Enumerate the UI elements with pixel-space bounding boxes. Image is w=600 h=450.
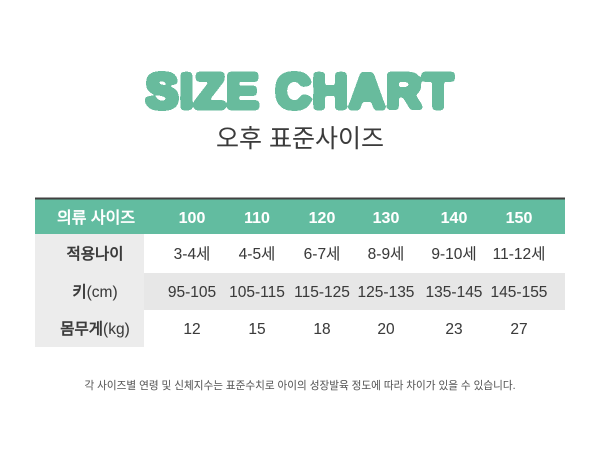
svg-text:9-10세: 9-10세	[431, 245, 476, 263]
svg-text:23: 23	[445, 321, 462, 338]
svg-text:100: 100	[179, 210, 206, 227]
svg-text:135-145: 135-145	[426, 284, 483, 301]
svg-text:120: 120	[309, 210, 336, 227]
svg-text:오후 표준사이즈: 오후 표준사이즈	[216, 125, 384, 153]
svg-text:몸무게(kg): 몸무게(kg)	[60, 319, 129, 338]
svg-text:150: 150	[506, 210, 533, 227]
svg-text:키(cm): 키(cm)	[72, 283, 117, 301]
svg-text:125-135: 125-135	[358, 284, 415, 301]
svg-text:의류 사이즈: 의류 사이즈	[57, 209, 135, 227]
svg-text:12: 12	[183, 321, 200, 338]
svg-text:110: 110	[244, 210, 270, 227]
svg-text:27: 27	[510, 321, 527, 338]
svg-text:95-105: 95-105	[168, 284, 216, 301]
svg-text:적용나이: 적용나이	[66, 245, 123, 263]
svg-text:3-4세: 3-4세	[174, 245, 211, 263]
svg-text:15: 15	[248, 321, 265, 338]
svg-text:140: 140	[441, 210, 468, 227]
svg-text:105-115: 105-115	[229, 284, 285, 301]
svg-text:각 사이즈별 연령 및 신체지수는 표준수치로 아이의 성장: 각 사이즈별 연령 및 신체지수는 표준수치로 아이의 성장발육 정도에 따라 …	[84, 380, 515, 392]
svg-text:4-5세: 4-5세	[239, 245, 276, 263]
svg-text:130: 130	[373, 210, 400, 227]
svg-text:18: 18	[313, 321, 330, 338]
svg-text:20: 20	[377, 321, 395, 338]
svg-text:115-125: 115-125	[294, 284, 350, 301]
svg-text:8-9세: 8-9세	[368, 245, 405, 263]
svg-text:SIZE CHART: SIZE CHART	[146, 65, 455, 119]
svg-text:6-7세: 6-7세	[304, 245, 341, 263]
svg-text:145-155: 145-155	[491, 284, 548, 301]
svg-text:11-12세: 11-12세	[493, 245, 546, 263]
